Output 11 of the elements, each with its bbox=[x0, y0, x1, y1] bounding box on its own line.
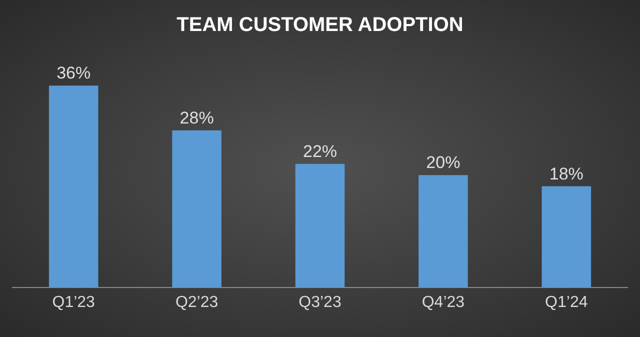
x-tick-label: Q1’24 bbox=[545, 294, 588, 312]
data-label: 20% bbox=[426, 153, 460, 172]
chart-title: TEAM CUSTOMER ADOPTION bbox=[176, 14, 464, 36]
x-tick-label: Q4’23 bbox=[422, 294, 465, 312]
data-label: 22% bbox=[302, 142, 338, 161]
x-tick-label: Q2’23 bbox=[175, 294, 218, 312]
x-tick-label: Q1’23 bbox=[52, 294, 96, 312]
data-label: 28% bbox=[180, 108, 214, 128]
x-tick-label: Q3’23 bbox=[298, 294, 342, 312]
data-label: 36% bbox=[56, 64, 91, 83]
data-label: 18% bbox=[549, 164, 584, 184]
